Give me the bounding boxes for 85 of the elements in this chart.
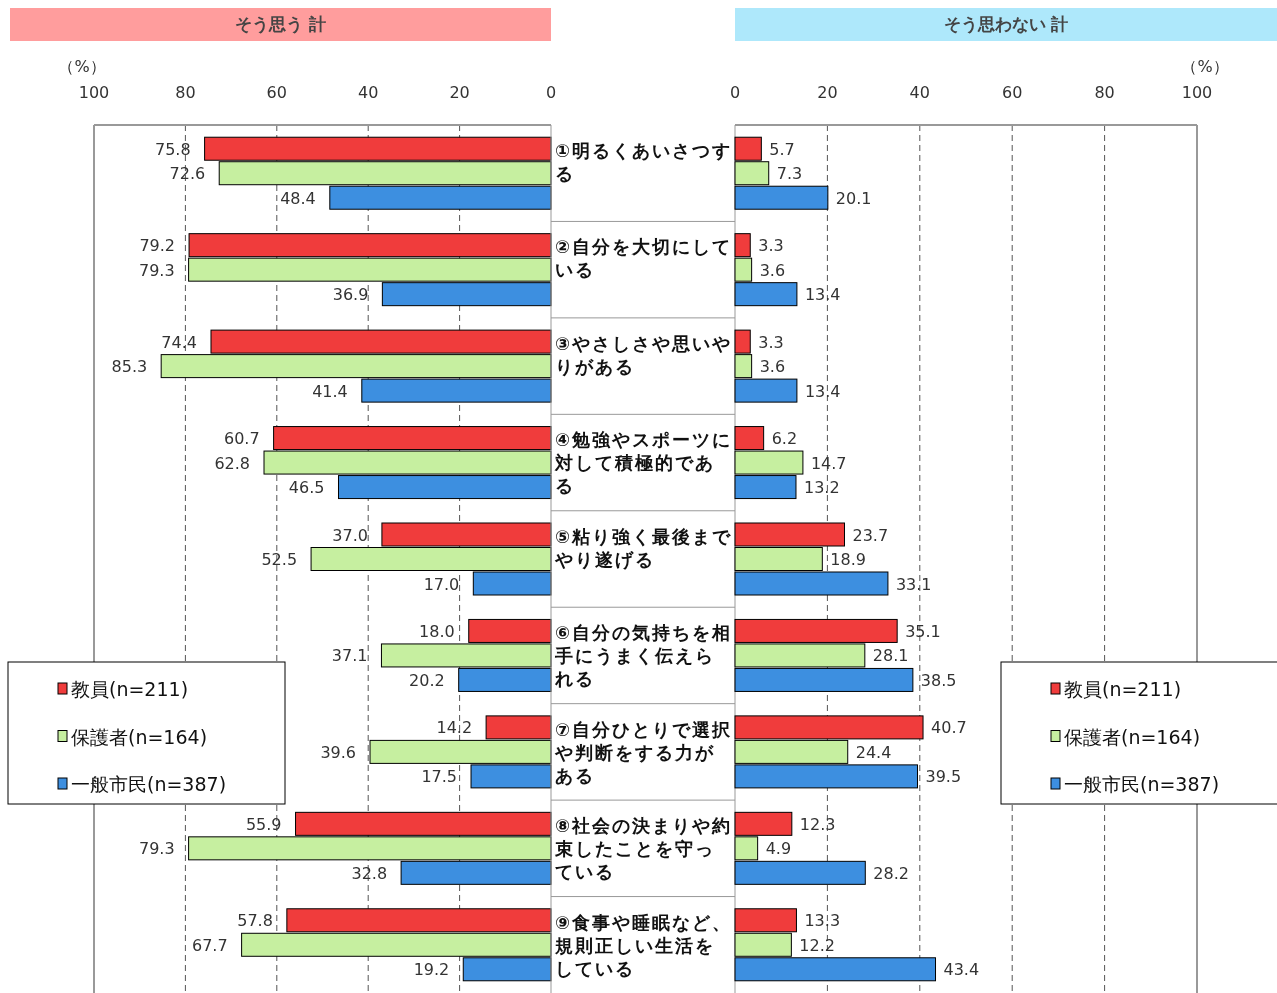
chart-title: そう思わない 計 xyxy=(943,14,1069,34)
data-label: 14.7 xyxy=(810,453,847,473)
x-tick-label: 40 xyxy=(358,83,379,102)
x-tick-label: 40 xyxy=(909,83,930,102)
x-tick-label: 100 xyxy=(1181,83,1213,102)
data-label: 14.2 xyxy=(436,718,473,738)
data-label: 67.7 xyxy=(191,935,228,955)
x-tick-label: 60 xyxy=(266,83,287,102)
chart-title: そう思う 計 xyxy=(235,14,326,34)
data-label: 57.8 xyxy=(237,911,273,931)
x-axis-title: （%） xyxy=(58,57,106,76)
y-tick-label: ④勉強やスポーツに対して積極的である xyxy=(555,428,733,498)
data-label: 48.4 xyxy=(280,188,316,208)
data-label: 24.4 xyxy=(855,742,892,762)
data-label: 79.3 xyxy=(138,839,175,859)
data-label: 3.3 xyxy=(758,332,784,352)
legend-label: 教員(n=211) xyxy=(1064,678,1182,700)
x-tick-label: 60 xyxy=(1002,83,1023,102)
data-label: 19.2 xyxy=(413,960,450,980)
data-label: 18.9 xyxy=(830,550,866,569)
legend-label: 一般市民(n=387) xyxy=(1064,773,1220,795)
legend-label: 一般市民(n=387) xyxy=(71,773,227,795)
x-tick-label: 100 xyxy=(78,83,110,102)
x-tick-label: 0 xyxy=(545,83,557,102)
data-label: 37.1 xyxy=(331,646,368,666)
y-tick-label: ②自分を大切にしている xyxy=(555,235,733,282)
x-tick-label: 20 xyxy=(449,83,470,102)
x-tick-label: 0 xyxy=(729,83,741,102)
data-label: 20.1 xyxy=(835,188,872,208)
data-label: 3.6 xyxy=(759,357,786,377)
x-axis-title: （%） xyxy=(1181,57,1229,76)
data-label: 12.3 xyxy=(799,814,836,834)
data-label: 62.8 xyxy=(214,453,250,473)
data-label: 33.1 xyxy=(895,574,932,594)
data-label: 17.5 xyxy=(421,767,458,787)
y-tick-label: ⑥自分の気持ちを相手にうまく伝えられる xyxy=(555,621,733,691)
data-label: 13.4 xyxy=(804,285,841,305)
data-label: 32.8 xyxy=(351,863,388,883)
data-label: 85.3 xyxy=(111,357,148,377)
data-label: 12.2 xyxy=(799,935,835,955)
data-label: 20.2 xyxy=(409,670,445,690)
data-label: 60.7 xyxy=(223,429,260,449)
data-label: 41.4 xyxy=(312,381,348,401)
data-label: 72.6 xyxy=(169,164,206,184)
data-label: 52.5 xyxy=(261,550,298,569)
data-label: 35.1 xyxy=(905,621,941,641)
y-tick-label: ①明るくあいさつする xyxy=(555,139,733,185)
data-label: 13.3 xyxy=(804,911,841,931)
data-label: 5.7 xyxy=(769,139,795,159)
data-label: 23.7 xyxy=(852,525,889,545)
x-tick-label: 20 xyxy=(817,83,838,102)
data-label: 18.0 xyxy=(419,621,455,641)
x-tick-label: 80 xyxy=(175,83,196,102)
data-label: 43.4 xyxy=(943,960,980,980)
data-label: 6.2 xyxy=(771,429,798,449)
data-label: 39.6 xyxy=(320,742,357,762)
legend-label: 保護者(n=164) xyxy=(71,725,208,748)
data-label: 4.9 xyxy=(765,839,792,859)
data-label: 79.3 xyxy=(138,260,175,280)
y-tick-label: ⑧社会の決まりや約束したことを守っている xyxy=(555,814,733,884)
data-label: 40.7 xyxy=(931,718,967,738)
data-label: 74.4 xyxy=(161,332,197,352)
data-label: 7.3 xyxy=(776,164,803,184)
data-label: 36.9 xyxy=(332,285,369,305)
data-label: 46.5 xyxy=(288,478,325,498)
data-label: 79.2 xyxy=(139,236,176,256)
data-label: 13.2 xyxy=(803,478,840,498)
data-label: 13.4 xyxy=(804,381,841,401)
y-tick-label: ⑦自分ひとりで選択や判断をする力がある xyxy=(555,717,733,787)
y-tick-label: ⑤粘り強く最後までやり遂げる xyxy=(555,524,733,571)
data-label: 37.0 xyxy=(332,525,368,545)
data-label: 3.6 xyxy=(759,260,786,280)
data-label: 75.8 xyxy=(154,139,191,159)
y-tick-label: ③やさしさや思いやりがある xyxy=(555,331,733,378)
y-tick-label: ⑨食事や睡眠など、規則正しい生活をしている xyxy=(555,910,733,980)
data-label: 3.3 xyxy=(758,236,784,256)
data-label: 38.5 xyxy=(920,670,957,690)
x-tick-label: 80 xyxy=(1094,83,1115,102)
data-label: 55.9 xyxy=(245,814,282,834)
legend-label: 教員(n=211) xyxy=(71,678,189,700)
data-label: 17.0 xyxy=(423,574,460,594)
data-label: 28.2 xyxy=(873,863,909,883)
data-label: 39.5 xyxy=(925,767,962,787)
data-label: 28.1 xyxy=(872,646,909,666)
legend-label: 保護者(n=164) xyxy=(1064,725,1201,748)
